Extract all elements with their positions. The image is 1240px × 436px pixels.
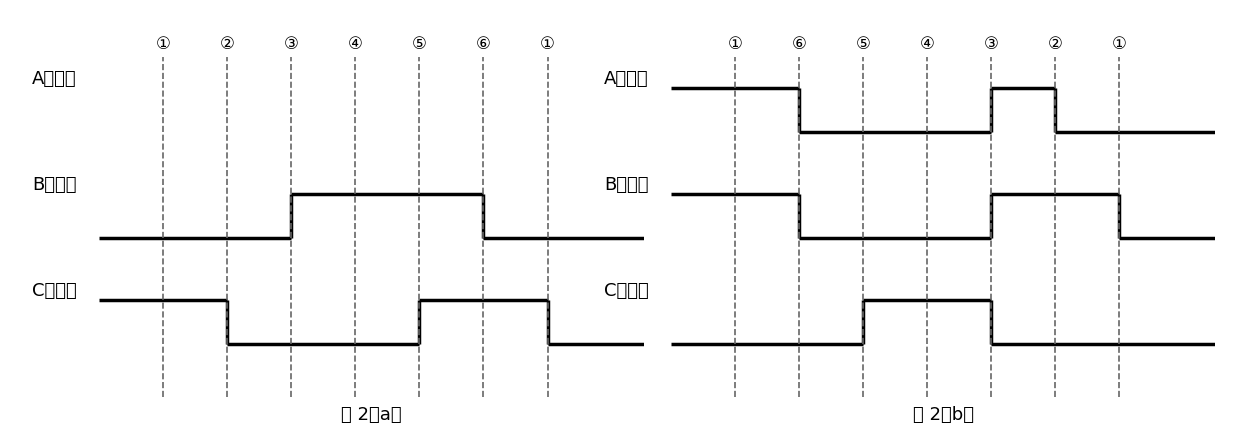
Text: ①: ① — [156, 35, 171, 53]
Text: ④: ④ — [920, 35, 935, 53]
Text: 图 2（b）: 图 2（b） — [913, 405, 973, 423]
Text: B相同步: B相同步 — [604, 176, 649, 194]
Text: ②: ② — [219, 35, 234, 53]
Text: A相同步: A相同步 — [32, 70, 77, 88]
Text: ③: ③ — [284, 35, 299, 53]
Text: ⑤: ⑤ — [856, 35, 870, 53]
Text: C相同步: C相同步 — [604, 282, 649, 300]
Text: ①: ① — [541, 35, 556, 53]
Text: ⑤: ⑤ — [412, 35, 427, 53]
Text: C相同步: C相同步 — [32, 282, 77, 300]
Text: ①: ① — [1112, 35, 1127, 53]
Text: ④: ④ — [348, 35, 363, 53]
Text: ③: ③ — [983, 35, 998, 53]
Text: B相同步: B相同步 — [32, 176, 77, 194]
Text: ⑥: ⑥ — [476, 35, 491, 53]
Text: ②: ② — [1048, 35, 1063, 53]
Text: A相同步: A相同步 — [604, 70, 649, 88]
Text: 图 2（a）: 图 2（a） — [341, 405, 402, 423]
Text: ⑥: ⑥ — [791, 35, 806, 53]
Text: ①: ① — [728, 35, 743, 53]
